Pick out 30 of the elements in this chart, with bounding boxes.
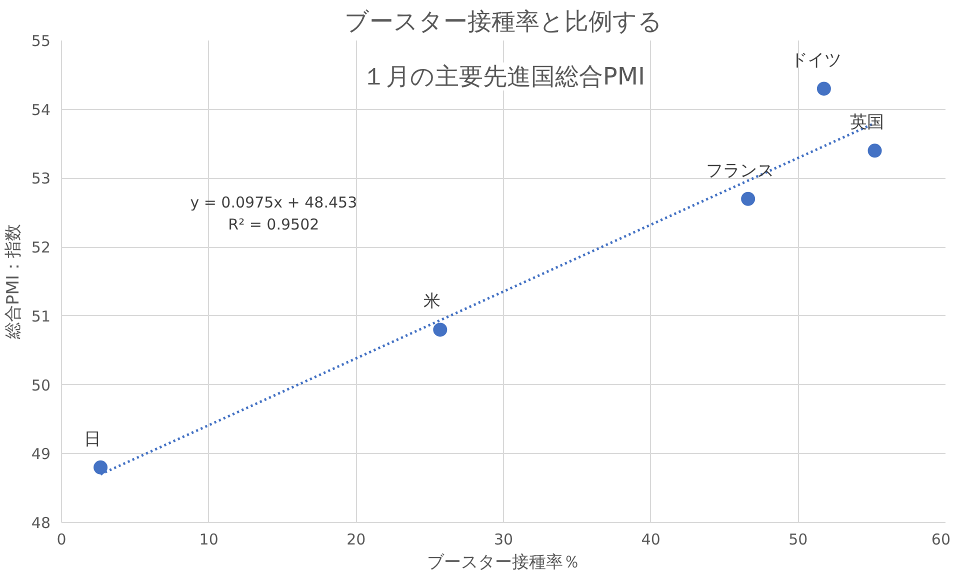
annotation: ドイツ (790, 50, 842, 71)
x-tick-label: 40 (641, 530, 660, 548)
annotation: y = 0.0975x + 48.453 R² = 0.9502 (190, 194, 358, 234)
annotation: 米 (424, 292, 441, 312)
point (816, 82, 831, 96)
x-tick-label: 0 (56, 530, 66, 548)
y-tick-label: 52 (31, 238, 51, 257)
y-tick-label: 48 (31, 514, 51, 532)
x-tick-label: 30 (494, 530, 514, 548)
chart-title: ブースター接種率と比例する (344, 8, 662, 36)
annotation: 英国 (850, 112, 884, 133)
x-axis-title: ブースター接種率％ (427, 552, 580, 572)
annotation: 日 (84, 429, 102, 450)
x-tick-label: 20 (346, 530, 366, 548)
point (741, 192, 756, 206)
point (94, 460, 108, 474)
y-tick-label: 53 (31, 170, 51, 188)
text: １月の主要先進国総合PMI (362, 62, 646, 90)
x-tick-label: 50 (788, 530, 808, 548)
y-tick-label: 51 (31, 307, 51, 326)
x-tick-label: 10 (199, 530, 218, 548)
y-tick-label: 54 (31, 100, 51, 119)
point (433, 322, 448, 337)
y-axis-title: 総合PMI：指数 (3, 224, 24, 340)
y-tick-label: 49 (31, 445, 51, 464)
point (868, 144, 882, 158)
y-tick-label: 50 (31, 376, 51, 394)
x-tick-label: 60 (931, 530, 951, 548)
annotation: フランス (706, 160, 774, 181)
y-tick-label: 55 (31, 32, 51, 50)
